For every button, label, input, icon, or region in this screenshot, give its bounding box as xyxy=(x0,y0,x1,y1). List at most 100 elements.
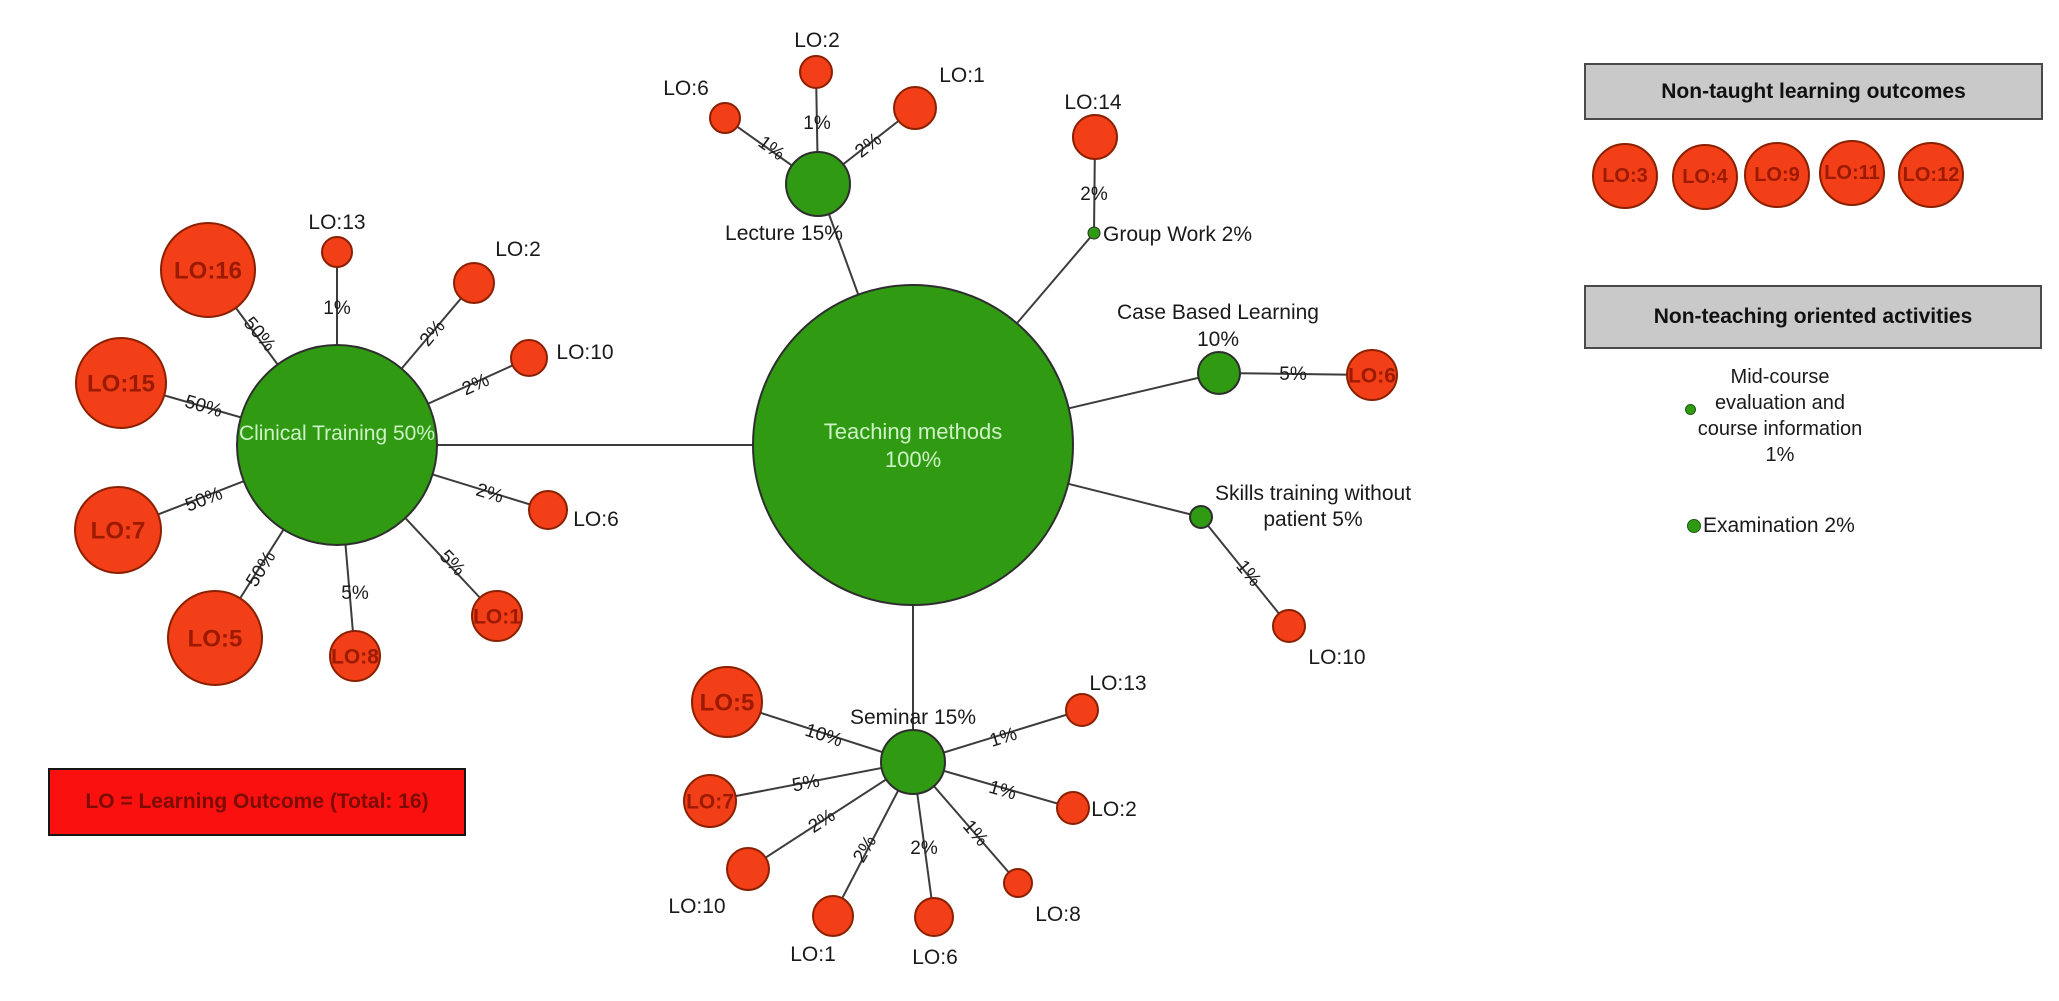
node-label-c15: LO:15 xyxy=(87,370,155,397)
edge-pct-clinical-c13: 1% xyxy=(323,298,351,319)
node-label-se7: LO:7 xyxy=(686,790,734,813)
node-cb6 xyxy=(1346,349,1398,401)
edge-pct-clinical-c10: 2% xyxy=(459,370,493,400)
midcourse-dot-icon xyxy=(1685,404,1696,415)
node-label-c16: LO:16 xyxy=(174,257,242,284)
node-skills xyxy=(1189,505,1213,529)
node-label-c6: LO:6 xyxy=(573,508,619,531)
node-se1 xyxy=(812,895,854,937)
edge-skills-s10 xyxy=(1200,516,1290,627)
node-label-lecture: Lecture 15% xyxy=(725,222,843,245)
node-label-casebased: Case Based Learning xyxy=(1117,301,1319,324)
node-label-c8: LO:8 xyxy=(331,645,379,668)
node-label-teaching: Teaching methods xyxy=(824,419,1003,444)
edge-pct-clinical-c1: 5% xyxy=(435,546,469,580)
edge-pct-clinical-c7: 50% xyxy=(183,483,226,516)
midcourse-item: Mid-course evaluation and course informa… xyxy=(1665,364,1895,468)
node-c1 xyxy=(471,590,523,642)
node-label-se8: LO:8 xyxy=(1035,903,1081,926)
edge-pct-seminar-se2: 1% xyxy=(986,777,1018,805)
node-label-se10: LO:10 xyxy=(668,895,725,918)
node-label-c1: LO:1 xyxy=(473,605,521,628)
edge-pct-clinical-c15: 50% xyxy=(182,391,224,422)
node-se5 xyxy=(691,666,763,738)
node-label-skills: patient 5% xyxy=(1263,508,1362,531)
node-c15 xyxy=(75,337,167,429)
node-label-seminar: Seminar 15% xyxy=(850,706,976,729)
examination-label: Examination 2% xyxy=(1703,514,1855,537)
node-label-c13: LO:13 xyxy=(308,211,365,234)
legend-box: LO = Learning Outcome (Total: 16) xyxy=(48,768,466,836)
midcourse-line: course information xyxy=(1697,418,1863,440)
node-se7 xyxy=(683,774,737,828)
node-label-groupwork: Group Work 2% xyxy=(1103,223,1252,246)
non-taught-lo-circle: LO:3 xyxy=(1592,143,1658,209)
edge-pct-clinical-c5: 50% xyxy=(242,547,280,590)
node-label-g14: LO:14 xyxy=(1064,91,1122,114)
non-taught-header: Non-taught learning outcomes xyxy=(1584,63,2043,120)
node-groupwork xyxy=(1087,226,1101,240)
node-se13 xyxy=(1065,693,1099,727)
node-label-s10: LO:10 xyxy=(1308,646,1365,669)
node-label-clinical: Clinical Training 50% xyxy=(239,422,435,445)
node-label-se2: LO:2 xyxy=(1091,798,1137,821)
examination-item: Examination 2% xyxy=(1687,514,1855,538)
edge-pct-seminar-se7: 5% xyxy=(790,771,821,797)
edge-pct-seminar-se6: 2% xyxy=(910,838,938,859)
node-label-l2: LO:2 xyxy=(794,29,840,52)
midcourse-line: 1% xyxy=(1765,444,1795,466)
node-l2 xyxy=(799,55,833,89)
node-c8 xyxy=(329,630,381,682)
node-label-c5: LO:5 xyxy=(188,625,243,652)
edge-seminar-se7 xyxy=(709,761,914,802)
node-label-se6: LO:6 xyxy=(912,946,958,969)
edge-pct-lecture-l2: 1% xyxy=(803,113,831,134)
midcourse-line: Mid-course xyxy=(1730,366,1830,388)
node-l6 xyxy=(709,102,741,134)
node-s10 xyxy=(1272,609,1306,643)
node-label-c7: LO:7 xyxy=(91,517,146,544)
node-clinical xyxy=(236,344,438,546)
node-lecture xyxy=(785,151,851,217)
node-label-skills: Skills training without xyxy=(1215,482,1411,505)
node-l1 xyxy=(893,86,937,130)
edge-pct-clinical-c8: 5% xyxy=(341,583,369,604)
node-c2 xyxy=(453,262,495,304)
node-se6 xyxy=(914,897,954,937)
node-teaching xyxy=(752,284,1074,606)
node-label-se5: LO:5 xyxy=(700,689,755,716)
examination-dot-icon xyxy=(1687,519,1701,533)
edge-pct-casebased-cb6: 5% xyxy=(1279,364,1307,385)
non-teaching-header: Non-teaching oriented activities xyxy=(1584,285,2042,349)
legend-text: LO = Learning Outcome (Total: 16) xyxy=(85,790,429,813)
non-taught-title: Non-taught learning outcomes xyxy=(1661,79,1966,103)
node-c16 xyxy=(160,222,256,318)
node-label-casebased: 10% xyxy=(1197,328,1239,351)
node-label-l6: LO:6 xyxy=(663,77,709,100)
non-taught-lo-circle: LO:4 xyxy=(1672,144,1738,210)
node-se2 xyxy=(1056,791,1090,825)
node-g14 xyxy=(1072,114,1118,160)
edge-pct-seminar-se1: 2% xyxy=(849,832,881,866)
node-c6 xyxy=(528,490,568,530)
node-label-cb6: LO:6 xyxy=(1348,364,1396,387)
node-c5 xyxy=(167,590,263,686)
non-teaching-title: Non-teaching oriented activities xyxy=(1653,305,1973,328)
edge-pct-seminar-se13: 1% xyxy=(987,724,1020,752)
edge-pct-seminar-se10: 2% xyxy=(805,805,840,838)
node-c10 xyxy=(510,339,548,377)
node-casebased xyxy=(1197,351,1241,395)
edge-pct-clinical-c6: 2% xyxy=(473,480,506,508)
node-c7 xyxy=(74,486,162,574)
non-taught-lo-circle: LO:12 xyxy=(1898,142,1964,208)
node-label-teaching: 100% xyxy=(885,447,941,472)
node-label-c2: LO:2 xyxy=(495,238,541,261)
node-c13 xyxy=(321,236,353,268)
edge-pct-seminar-se5: 10% xyxy=(802,720,845,752)
node-label-se1: LO:1 xyxy=(790,943,836,966)
node-label-c10: LO:10 xyxy=(556,341,613,364)
edge-pct-groupwork-g14: 2% xyxy=(1080,184,1108,205)
non-taught-lo-circle: LO:11 xyxy=(1819,140,1885,206)
